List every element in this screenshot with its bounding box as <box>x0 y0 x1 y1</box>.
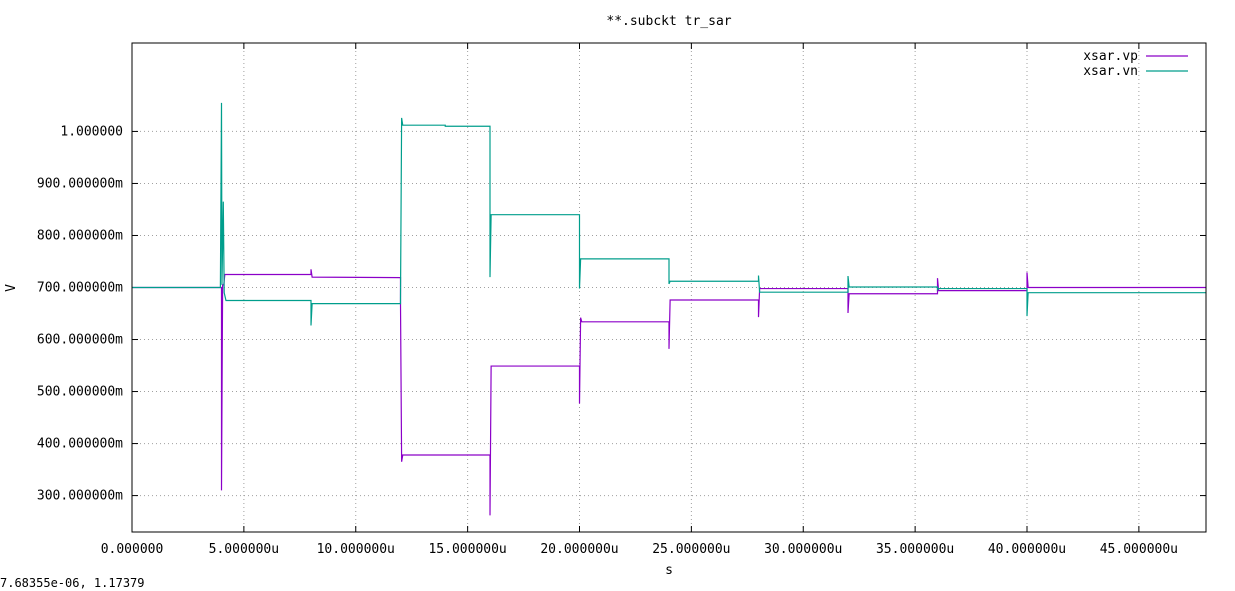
y-axis-label: V <box>4 284 19 292</box>
y-tick-label: 400.000000m <box>37 437 123 452</box>
x-tick-label: 45.000000u <box>1100 542 1178 557</box>
x-tick-label: 25.000000u <box>652 542 730 557</box>
y-tick-label: 500.000000m <box>37 385 123 400</box>
x-tick-label: 0.000000 <box>101 542 164 557</box>
y-tick-label: 300.000000m <box>37 489 123 504</box>
x-tick-label: 30.000000u <box>764 542 842 557</box>
y-tick-label: 600.000000m <box>37 333 123 348</box>
legend-label: xsar.vp <box>1083 49 1138 64</box>
y-tick-label: 900.000000m <box>37 176 123 191</box>
x-tick-label: 35.000000u <box>876 542 954 557</box>
plot-frame <box>131 42 1207 533</box>
cursor-coordinates-readout: 7.68355e-06, 1.17379 <box>0 576 145 590</box>
y-tick-label: 1.000000 <box>60 124 123 139</box>
series-layer <box>132 102 1206 516</box>
y-tick-label: 800.000000m <box>37 228 123 243</box>
legend-label: xsar.vn <box>1083 64 1138 79</box>
x-tick-label: 15.000000u <box>428 542 506 557</box>
x-tick-label: 5.000000u <box>209 542 279 557</box>
x-tick-label: 10.000000u <box>317 542 395 557</box>
tick-layer: 0.000000 5.000000u 10.000000u 15.000000u 20.… <box>37 43 1206 557</box>
x-tick-label: 40.000000u <box>988 542 1066 557</box>
y-tick-label: 700.000000m <box>37 281 123 296</box>
x-axis-label: s <box>665 563 673 578</box>
series-line-xsar-vn <box>132 102 1206 326</box>
chart-title: **.subckt tr_sar <box>606 14 731 29</box>
series-line-xsar-vp <box>132 269 1206 516</box>
x-tick-label: 20.000000u <box>540 542 618 557</box>
